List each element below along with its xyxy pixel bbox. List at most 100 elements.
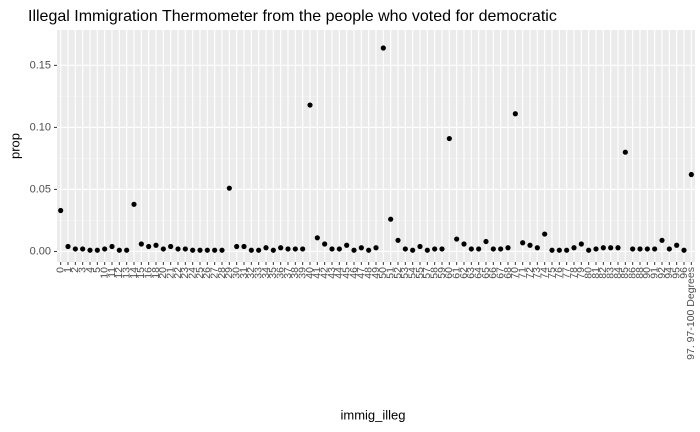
point <box>659 237 665 243</box>
point <box>483 238 489 245</box>
point <box>380 45 386 51</box>
x-tick-label: 66 <box>487 267 499 279</box>
y-axis-label: prop <box>7 133 22 159</box>
x-tick-label: 46 <box>348 267 360 279</box>
point <box>248 247 254 253</box>
point <box>608 245 614 251</box>
point <box>241 243 247 250</box>
point <box>520 240 526 246</box>
point <box>388 216 394 222</box>
x-tick-label: 52 <box>392 267 404 279</box>
point <box>402 246 408 252</box>
point <box>571 245 577 251</box>
x-tick-label: 65 <box>480 267 492 279</box>
x-axis-label: immig_illeg <box>340 407 405 422</box>
point <box>72 246 78 252</box>
point <box>446 135 452 142</box>
x-tick-label: 50 <box>377 267 389 279</box>
x-tick-label: 0 <box>54 267 66 273</box>
point <box>630 246 636 252</box>
point <box>600 245 606 251</box>
x-tick-label: 70 <box>509 267 521 279</box>
point <box>556 247 562 253</box>
point <box>410 247 416 253</box>
point <box>637 246 643 252</box>
x-tick-label: 71 <box>516 267 528 279</box>
point <box>153 242 159 248</box>
x-tick-label: 2 <box>69 267 81 273</box>
x-tick-label: 74 <box>538 267 550 279</box>
point <box>593 246 599 252</box>
point <box>234 243 240 250</box>
x-tick-label: 5 <box>91 267 103 273</box>
point <box>58 207 64 214</box>
x-tick-label: 59 <box>436 267 448 279</box>
point <box>586 247 592 253</box>
x-tick-label: 15 <box>135 267 147 279</box>
point <box>270 247 276 253</box>
x-tick-label: 94 <box>663 267 675 279</box>
x-tick-label: 12 <box>113 267 125 279</box>
y-tick-label: 0.00 <box>30 245 51 257</box>
point <box>417 243 423 250</box>
point <box>212 247 218 253</box>
point <box>336 246 342 252</box>
x-tick-label: 25 <box>194 267 206 279</box>
x-tick-label: 20 <box>157 267 169 279</box>
x-tick-label: 41 <box>311 267 323 279</box>
point <box>652 246 658 252</box>
x-tick-label: 78 <box>568 267 580 279</box>
x-tick-label: 96 <box>678 267 690 279</box>
point <box>549 247 555 253</box>
point <box>300 246 306 252</box>
point <box>578 241 584 247</box>
x-tick-label: 16 <box>142 267 154 279</box>
point <box>527 242 533 248</box>
point <box>204 247 210 253</box>
point <box>160 246 166 252</box>
x-tick-label: 47 <box>355 267 367 279</box>
x-tick-label: 92 <box>656 267 668 279</box>
point <box>564 247 570 253</box>
point <box>615 245 621 251</box>
x-tick-label: 26 <box>201 267 213 279</box>
point <box>285 246 291 252</box>
point <box>512 111 518 117</box>
point <box>197 247 203 253</box>
x-tick-label: 95 <box>670 267 682 279</box>
x-tick-label: 85 <box>619 267 631 279</box>
x-tick-label: 18 <box>150 267 162 279</box>
x-tick-label: 84 <box>612 267 624 279</box>
x-tick-label: 44 <box>333 267 345 279</box>
x-tick-label: 27 <box>208 267 220 279</box>
x-tick-label: 42 <box>318 267 330 279</box>
x-tick-label: 39 <box>296 267 308 279</box>
point <box>146 243 152 250</box>
x-tick-label: 3 <box>76 267 88 273</box>
x-tick-label: 72 <box>524 267 536 279</box>
x-tick-label: 23 <box>179 267 191 279</box>
x-tick-label: 49 <box>370 267 382 279</box>
point <box>80 246 86 252</box>
x-tick-label: 75 <box>546 267 558 279</box>
x-tick-label: 76 <box>553 267 565 279</box>
x-tick-label: 60 <box>443 267 455 279</box>
x-tick-label: 43 <box>326 267 338 279</box>
x-tick-label: 35 <box>267 267 279 279</box>
point <box>314 235 320 241</box>
point <box>65 243 71 250</box>
point <box>490 246 496 252</box>
x-tick-label: 63 <box>465 267 477 279</box>
x-tick-label: 91 <box>648 267 660 279</box>
x-tick-label: 73 <box>531 267 543 279</box>
point <box>542 231 548 237</box>
point <box>87 247 93 253</box>
point <box>124 247 130 253</box>
point <box>94 247 100 253</box>
x-tick-label: 62 <box>458 267 470 279</box>
x-tick-label: 64 <box>472 267 484 279</box>
point <box>373 245 379 251</box>
x-tick-label: 83 <box>604 267 616 279</box>
point <box>439 246 445 252</box>
